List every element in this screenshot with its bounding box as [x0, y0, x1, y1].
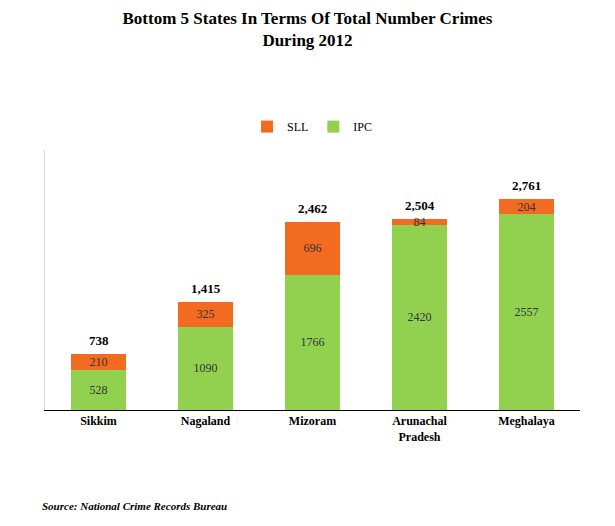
svg-text:2,504: 2,504	[405, 198, 435, 213]
svg-text:IPC: IPC	[353, 120, 372, 134]
svg-text:Nagaland: Nagaland	[181, 414, 231, 428]
svg-text:696: 696	[304, 241, 322, 255]
svg-text:SLL: SLL	[287, 120, 308, 134]
svg-text:Sikkim: Sikkim	[80, 414, 117, 428]
svg-text:1766: 1766	[301, 335, 325, 349]
svg-text:325: 325	[197, 307, 215, 321]
svg-text:1090: 1090	[194, 361, 218, 375]
svg-text:Source: National Crime Records: Source: National Crime Records Bureau	[42, 500, 227, 512]
svg-text:204: 204	[518, 200, 536, 214]
svg-text:Meghalaya: Meghalaya	[498, 414, 555, 428]
svg-text:2420: 2420	[408, 310, 432, 324]
svg-text:210: 210	[90, 355, 108, 369]
svg-text:84: 84	[414, 215, 426, 229]
svg-text:528: 528	[90, 383, 108, 397]
svg-text:1,415: 1,415	[191, 281, 221, 296]
svg-text:Mizoram: Mizoram	[289, 414, 336, 428]
svg-text:2,761: 2,761	[512, 178, 541, 193]
svg-text:738: 738	[89, 333, 109, 348]
svg-text:2557: 2557	[515, 305, 539, 319]
svg-text:ArunachalPradesh: ArunachalPradesh	[392, 414, 447, 444]
svg-text:Bottom 5 States In Terms Of To: Bottom 5 States In Terms Of Total Number…	[123, 9, 493, 50]
svg-text:2,462: 2,462	[298, 201, 327, 216]
